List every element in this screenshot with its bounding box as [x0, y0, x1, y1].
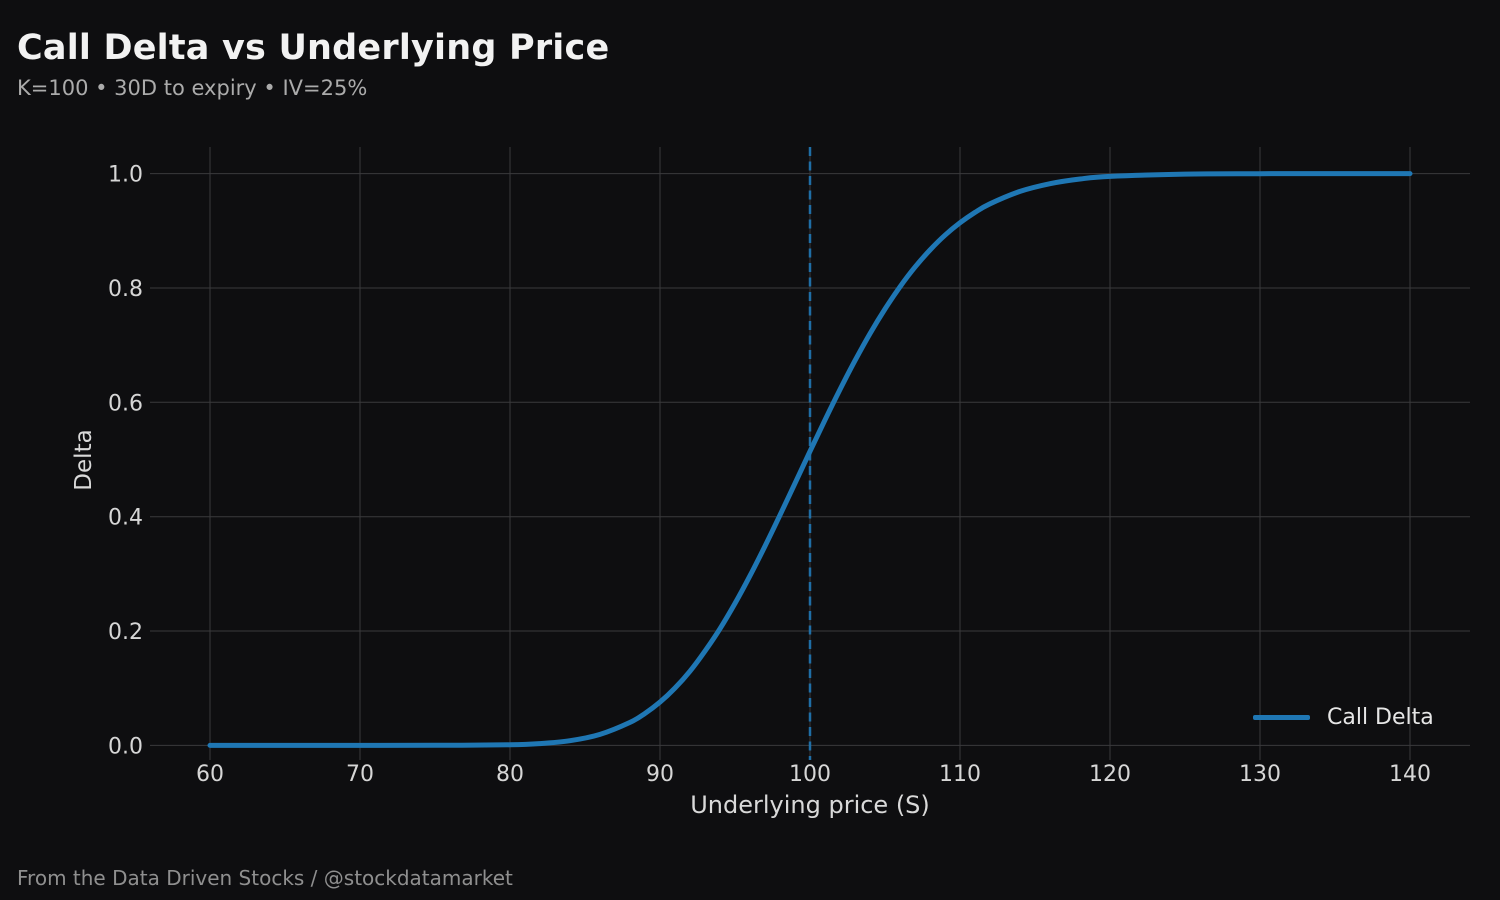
- x-tick-label: 70: [346, 762, 374, 787]
- y-tick-label: 0.6: [108, 391, 143, 416]
- legend-label: Call Delta: [1327, 705, 1434, 730]
- y-tick-label: 0.8: [108, 277, 143, 302]
- x-tick-label: 90: [646, 762, 674, 787]
- call-delta-curve: [207, 171, 1413, 748]
- x-tick-label: 130: [1239, 762, 1281, 787]
- chart-title: Call Delta vs Underlying Price: [17, 28, 610, 68]
- y-tick-label: 1.0: [108, 163, 143, 188]
- x-tick-label: 60: [196, 762, 224, 787]
- x-axis-label: Underlying price (S): [690, 791, 930, 819]
- y-tick-label: 0.4: [108, 506, 143, 531]
- x-tick-label: 100: [789, 762, 831, 787]
- x-tick-label: 110: [939, 762, 981, 787]
- chart-subtitle: K=100 • 30D to expiry • IV=25%: [17, 76, 368, 100]
- legend-line-swatch: [1253, 715, 1310, 720]
- attribution-footer: From the Data Driven Stocks / @stockdata…: [17, 866, 513, 890]
- x-tick-label: 120: [1089, 762, 1131, 787]
- y-tick-label: 0.0: [108, 734, 143, 759]
- y-axis-label: Delta: [71, 429, 97, 491]
- y-tick-label: 0.2: [108, 620, 143, 645]
- x-tick-label: 140: [1389, 762, 1431, 787]
- x-tick-label: 80: [496, 762, 524, 787]
- legend: Call Delta: [1253, 705, 1434, 730]
